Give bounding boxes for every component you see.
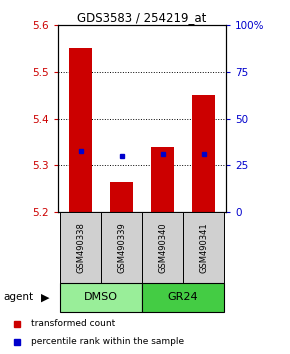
Title: GDS3583 / 254219_at: GDS3583 / 254219_at [77,11,207,24]
Text: GR24: GR24 [168,292,198,302]
Text: ▶: ▶ [41,292,49,302]
Bar [101,212,142,283]
Bar [183,212,224,283]
Bar [110,182,133,212]
Bar [60,212,101,283]
Text: DMSO: DMSO [84,292,118,302]
Bar [142,283,224,312]
Text: percentile rank within the sample: percentile rank within the sample [31,337,184,346]
Text: GSM490339: GSM490339 [117,222,126,273]
Text: transformed count: transformed count [31,319,115,329]
Text: GSM490341: GSM490341 [199,222,208,273]
Text: GSM490338: GSM490338 [76,222,85,273]
Bar [192,95,215,212]
Bar [60,283,142,312]
Bar [142,212,183,283]
Bar [151,147,174,212]
Bar [69,48,92,212]
Text: GSM490340: GSM490340 [158,222,167,273]
Text: agent: agent [3,292,33,302]
